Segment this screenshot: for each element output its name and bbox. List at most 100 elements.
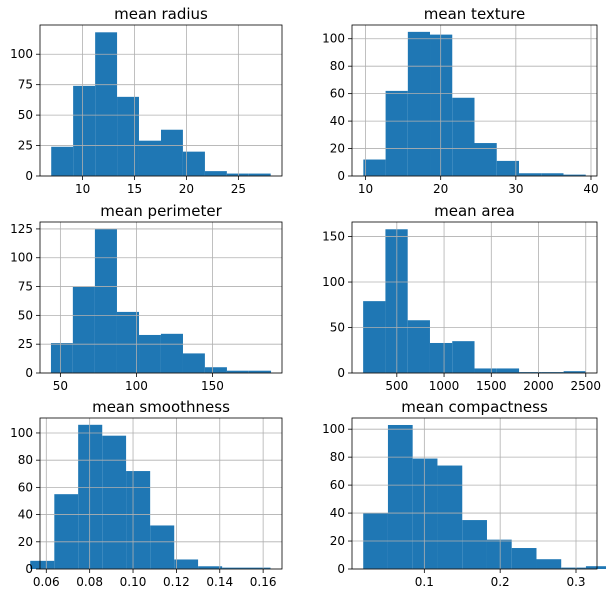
histogram-bar — [412, 458, 438, 569]
histogram-bar — [518, 173, 542, 176]
histogram-bar — [363, 301, 386, 373]
panel-title: mean compactness — [401, 398, 548, 416]
y-tick-label: 80 — [330, 450, 345, 464]
histogram-bar — [430, 34, 453, 176]
bars — [30, 424, 271, 569]
y-tick-label: 50 — [330, 321, 345, 335]
y-tick-label: 60 — [330, 478, 345, 492]
y-tick-label: 100 — [322, 422, 345, 436]
histogram-bar — [407, 31, 431, 177]
x-tick-label: 0.2 — [491, 575, 510, 589]
histogram-bar — [222, 567, 247, 569]
histogram-bar — [437, 465, 463, 569]
histogram-bar — [563, 174, 586, 176]
histogram-bar — [496, 368, 520, 373]
histogram-bar — [139, 334, 161, 373]
histogram-bar — [248, 173, 271, 176]
y-tick-label: 100 — [10, 47, 33, 61]
grid — [352, 25, 597, 177]
x-tick-label: 0.3 — [566, 575, 585, 589]
histogram-bar — [519, 372, 542, 373]
axes-frame — [351, 221, 598, 374]
histogram-bar — [585, 566, 606, 569]
x-tick-label: 0.1 — [415, 575, 434, 589]
y-tick-label: 25 — [18, 139, 33, 153]
y-tick-label: 125 — [10, 222, 33, 236]
histogram-bar — [126, 471, 151, 569]
axes-frame — [351, 24, 598, 177]
histogram-bar — [541, 173, 564, 176]
histogram-bar — [204, 171, 227, 176]
histogram-bar — [563, 371, 586, 373]
histogram-bar — [73, 85, 96, 176]
histogram-bar — [429, 342, 453, 373]
axes-frame — [39, 221, 283, 374]
histogram-bar — [198, 566, 223, 569]
grid — [352, 418, 597, 570]
histogram-bar — [138, 140, 161, 176]
panel-title: mean radius — [114, 5, 208, 23]
y-tick-label: 100 — [322, 32, 345, 46]
x-tick-label: 0.10 — [120, 575, 147, 589]
y-tick-label: 50 — [18, 308, 33, 322]
y-tick-label: 40 — [330, 506, 345, 520]
histogram-bar — [452, 97, 475, 176]
x-tick-label: 25 — [231, 182, 246, 196]
histogram-bar — [174, 559, 199, 569]
panel-title: mean area — [434, 202, 515, 220]
x-tick-label: 10 — [75, 182, 90, 196]
histogram-bar — [102, 435, 127, 569]
x-tick-label: 150 — [201, 379, 224, 393]
bars — [51, 32, 271, 176]
histogram-bar — [536, 559, 562, 569]
bars — [363, 31, 586, 177]
histogram-bar — [226, 370, 249, 373]
x-tick-label: 40 — [583, 182, 598, 196]
histogram-bar — [204, 367, 227, 373]
y-tick-label: 0 — [25, 169, 33, 183]
y-tick-label: 20 — [330, 142, 345, 156]
histogram-bar — [248, 370, 272, 373]
histogram-bar — [182, 353, 205, 373]
y-tick-label: 20 — [330, 534, 345, 548]
histogram-bar — [51, 146, 74, 176]
histogram-bar — [387, 424, 413, 569]
x-tick-label: 2500 — [570, 379, 601, 393]
histogram-bar — [474, 143, 497, 176]
panel-mean-area: mean area 500 1000 1500 2000 2500 0 50 100 150 — [322, 202, 601, 393]
y-tick-label: 150 — [322, 230, 345, 244]
y-tick-label: 0 — [337, 562, 345, 576]
y-tick-label: 100 — [322, 275, 345, 289]
y-tick-label: 0 — [25, 562, 33, 576]
histogram-bar — [496, 160, 519, 176]
y-tick-label: 0 — [337, 169, 345, 183]
histogram-bar — [116, 311, 140, 373]
x-tick-label: 15 — [127, 182, 142, 196]
x-tick-label: 20 — [179, 182, 194, 196]
histogram-bar — [182, 151, 205, 176]
histogram-bar — [150, 525, 175, 569]
x-tick-label: 1000 — [429, 379, 460, 393]
x-tick-label: 100 — [125, 379, 148, 393]
y-tick-label: 75 — [18, 78, 33, 92]
y-tick-label: 100 — [10, 251, 33, 265]
axes-frame — [351, 417, 598, 570]
histogram-bar — [474, 368, 497, 373]
histogram-bar — [72, 286, 95, 373]
x-tick-label: 2000 — [523, 379, 554, 393]
y-tick-label: 25 — [18, 337, 33, 351]
x-tick-label: 0.14 — [206, 575, 233, 589]
histogram-bar — [511, 548, 537, 569]
y-tick-label: 80 — [18, 453, 33, 467]
histogram-bar — [385, 90, 408, 176]
y-tick-label: 80 — [330, 59, 345, 73]
x-tick-label: 50 — [53, 379, 68, 393]
y-tick-label: 100 — [10, 426, 33, 440]
histogram-bar — [561, 567, 586, 569]
histogram-bar — [363, 159, 386, 176]
x-tick-label: 500 — [385, 379, 408, 393]
y-tick-label: 75 — [18, 280, 33, 294]
panel-mean-smoothness: mean smoothness 0.06 0.08 0.10 0.12 0.14 0.16… — [10, 398, 283, 589]
histogram-bar — [94, 228, 117, 373]
panel-title: mean texture — [424, 5, 525, 23]
